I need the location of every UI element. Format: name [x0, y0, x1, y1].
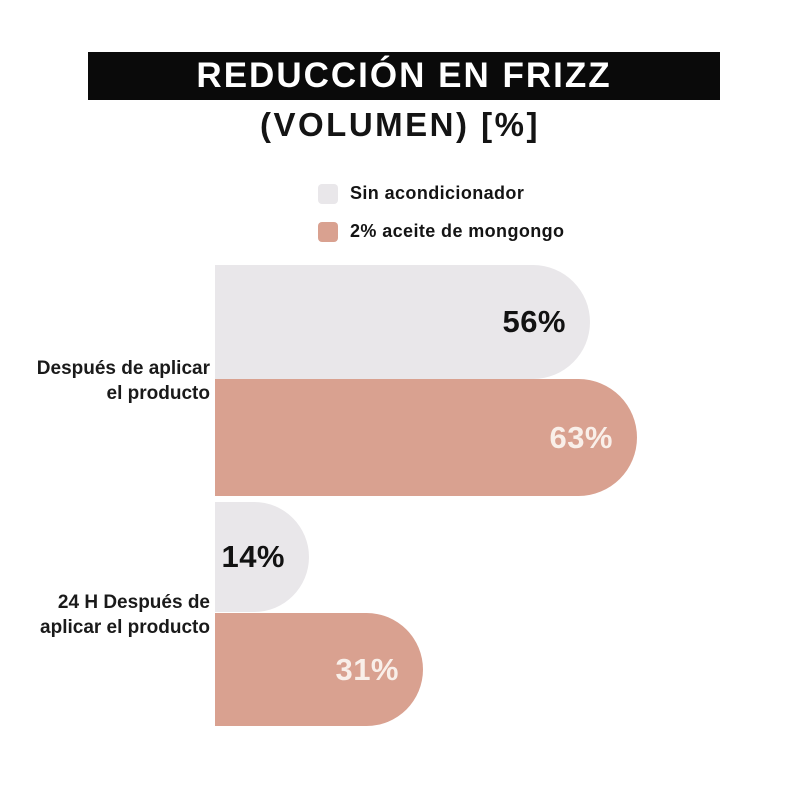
- legend-item-2-aceite-de-mongongo: 2% aceite de mongongo: [318, 221, 564, 242]
- bar-2-aceite-de-mongongo-group-2: 31%: [215, 613, 423, 726]
- category-label-line: aplicar el producto: [40, 617, 210, 638]
- title-bar: REDUCCIÓN EN FRIZZ: [88, 52, 720, 100]
- legend-item-sin-acondicionador: Sin acondicionador: [318, 183, 564, 204]
- chart-title: REDUCCIÓN EN FRIZZ: [196, 56, 612, 95]
- category-label-line: Después de aplicar: [36, 358, 210, 379]
- category-label-line: el producto: [106, 383, 210, 404]
- category-label-2: 24 H Después de aplicar el producto: [40, 590, 210, 640]
- legend-swatch-icon: [318, 221, 338, 242]
- bar-sin-acondicionador-group-2: 14%: [215, 502, 309, 612]
- value-label: 63%: [549, 419, 613, 455]
- legend-label: 2% aceite de mongongo: [350, 221, 565, 241]
- category-label-1: Después de aplicar el producto: [37, 356, 210, 406]
- value-label: 31%: [335, 651, 399, 687]
- legend: Sin acondicionador 2% aceite de mongongo: [318, 183, 564, 242]
- value-label: 14%: [221, 539, 285, 574]
- legend-swatch-icon: [318, 183, 338, 204]
- legend-label: Sin acondicionador: [350, 183, 525, 203]
- bar-sin-acondicionador-group-1: 56%: [215, 265, 590, 379]
- chart-subtitle: (VOLUMEN) [%]: [260, 106, 540, 143]
- bar-2-aceite-de-mongongo-group-1: 63%: [215, 379, 637, 496]
- value-label: 56%: [502, 304, 566, 339]
- category-label-line: 24 H Después de: [57, 592, 210, 613]
